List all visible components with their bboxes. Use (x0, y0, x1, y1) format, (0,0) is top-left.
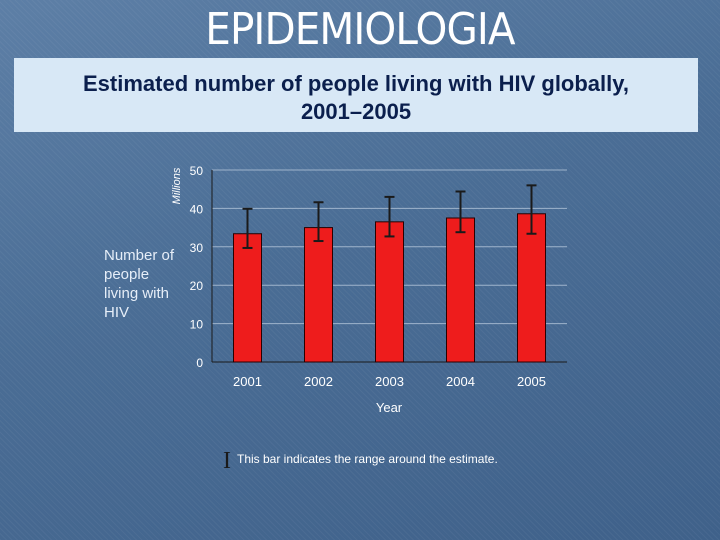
y-tick-label: 40 (190, 202, 204, 216)
x-tick-label: 2005 (517, 374, 546, 389)
x-tick-label: 2004 (446, 374, 475, 389)
subtitle-banner: Estimated number of people living with H… (14, 58, 698, 132)
x-tick-label: 2002 (304, 374, 333, 389)
bar-2004 (446, 217, 475, 363)
subtitle-line-1: Estimated number of people living with H… (83, 71, 629, 96)
y-unit-label: Millions (171, 167, 183, 204)
y-axis-label: Number of people living with HIV (104, 247, 175, 321)
legend-range-symbol: I (223, 448, 231, 474)
bar-2005 (517, 213, 546, 363)
x-tick-label: 2003 (375, 374, 404, 389)
y-tick-label: 20 (190, 279, 204, 293)
x-axis-title: Year (376, 400, 403, 415)
subtitle-line-2: 2001–2005 (300, 99, 412, 124)
bar-2003 (375, 221, 404, 363)
y-tick-label: 0 (196, 356, 203, 370)
legend-text: This bar indicates the range around the … (237, 452, 498, 466)
bar-2001 (233, 233, 262, 363)
y-tick-label: 50 (190, 164, 204, 178)
y-tick-label: 30 (190, 241, 204, 255)
x-tick-label: 2001 (233, 374, 262, 389)
slide-title: EPIDEMIOLOGIA (205, 4, 515, 55)
y-tick-label: 10 (190, 318, 204, 332)
subtitle-text: Estimated number of people living with H… (14, 70, 698, 126)
bar-2002 (304, 227, 333, 363)
